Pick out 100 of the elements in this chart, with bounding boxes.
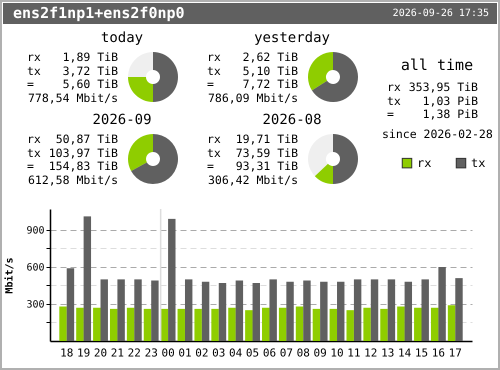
bar xyxy=(262,308,270,341)
bar xyxy=(93,308,101,341)
bar xyxy=(100,279,108,341)
bar xyxy=(430,308,438,341)
chart-title: today xyxy=(100,30,144,46)
bar xyxy=(330,308,338,341)
bar xyxy=(414,308,422,341)
y-tick-label: 300 xyxy=(26,299,44,310)
x-tick-label: 12 xyxy=(364,346,378,360)
chart-title: 2026-08 xyxy=(262,112,322,128)
x-tick-label: 03 xyxy=(212,346,226,360)
text: 1,89 TiB xyxy=(62,50,118,64)
text: 50,87 TiB xyxy=(56,132,118,146)
x-tick-label: 21 xyxy=(110,346,124,360)
x-tick-label: 07 xyxy=(280,346,293,360)
x-tick-label: 04 xyxy=(229,346,243,360)
text: = xyxy=(387,107,394,121)
donut-slice xyxy=(333,134,358,184)
text: 93,31 TiB xyxy=(236,159,298,173)
text: 3,72 TiB xyxy=(62,64,118,78)
text: rx xyxy=(27,132,41,146)
text: 612,58 Mbit/s xyxy=(28,172,118,186)
bar xyxy=(380,308,388,341)
text: tx xyxy=(207,64,221,78)
text: 103,97 TiB xyxy=(48,146,118,160)
donut-slice xyxy=(312,52,358,102)
x-tick-label: 11 xyxy=(347,346,361,360)
x-tick-label: 16 xyxy=(432,346,446,360)
text: 306,42 Mbit/s xyxy=(208,172,298,186)
bar xyxy=(168,218,176,341)
x-tick-label: 15 xyxy=(414,346,428,360)
text: 7,72 TiB xyxy=(242,77,298,91)
text: ens2f1np1+ens2f0np0 xyxy=(13,4,185,22)
text: since 2026-02-28 xyxy=(382,126,493,140)
legend-label: tx xyxy=(471,156,486,170)
text: 5,60 TiB xyxy=(62,77,118,91)
bar xyxy=(303,280,311,341)
x-tick-label: 22 xyxy=(128,346,141,360)
bar xyxy=(296,306,304,341)
bar xyxy=(448,305,456,341)
x-tick-label: 23 xyxy=(144,346,158,360)
bar xyxy=(202,282,210,341)
bar xyxy=(144,308,152,341)
y-tick-label: 900 xyxy=(26,225,44,236)
donut-slice xyxy=(131,134,178,184)
text: 73,59 TiB xyxy=(236,146,298,160)
text: 2,62 TiB xyxy=(242,50,298,64)
text: 154,83 TiB xyxy=(48,159,118,173)
text: = xyxy=(27,159,34,173)
legend-label: rx xyxy=(417,156,432,170)
x-tick-label: 00 xyxy=(161,346,175,360)
donut-slice xyxy=(314,164,333,184)
donut-slice xyxy=(308,134,333,176)
bar xyxy=(363,308,371,341)
bar xyxy=(184,279,192,341)
y-tick-label: 600 xyxy=(26,262,44,274)
bar xyxy=(178,308,185,341)
bar xyxy=(320,282,328,341)
bar xyxy=(455,278,463,341)
bar xyxy=(252,283,260,341)
text: 19,71 TiB xyxy=(236,132,298,146)
text: tx xyxy=(387,94,401,108)
donut-slice xyxy=(128,77,153,102)
bar xyxy=(354,279,362,341)
y-axis-title: Mbit/s xyxy=(3,257,16,294)
text: 1,03 PiB xyxy=(422,94,478,108)
text: tx xyxy=(27,64,41,78)
bar xyxy=(370,279,378,341)
text: 786,09 Mbit/s xyxy=(208,90,298,104)
donut-slice xyxy=(153,52,178,102)
text: rx xyxy=(27,50,41,64)
x-tick-label: 18 xyxy=(60,346,74,360)
bar xyxy=(388,279,396,341)
bar xyxy=(134,279,142,341)
chart-title: 2026-09 xyxy=(92,112,152,128)
bar xyxy=(438,266,446,341)
bar xyxy=(337,282,344,341)
text: = xyxy=(27,77,34,91)
text: 353,95 TiB xyxy=(408,80,478,94)
bar xyxy=(126,308,134,341)
bar xyxy=(110,308,118,341)
x-tick-label: 05 xyxy=(246,346,260,360)
chart-title: yesterday xyxy=(254,30,330,46)
bar xyxy=(151,280,159,341)
bar xyxy=(397,306,405,341)
text: tx xyxy=(207,146,221,160)
bar xyxy=(117,279,125,341)
x-tick-label: 19 xyxy=(76,346,90,360)
bar xyxy=(84,216,92,341)
text: 5,10 TiB xyxy=(242,64,298,78)
bar xyxy=(404,282,412,341)
bar xyxy=(59,306,67,341)
bar xyxy=(312,308,320,341)
text: 1,38 PiB xyxy=(422,107,478,121)
donut-slice xyxy=(128,52,153,77)
x-tick-label: 20 xyxy=(94,346,108,360)
bar xyxy=(269,279,277,341)
x-tick-label: 08 xyxy=(296,346,310,360)
x-tick-label: 14 xyxy=(398,346,412,360)
bar xyxy=(66,268,74,341)
